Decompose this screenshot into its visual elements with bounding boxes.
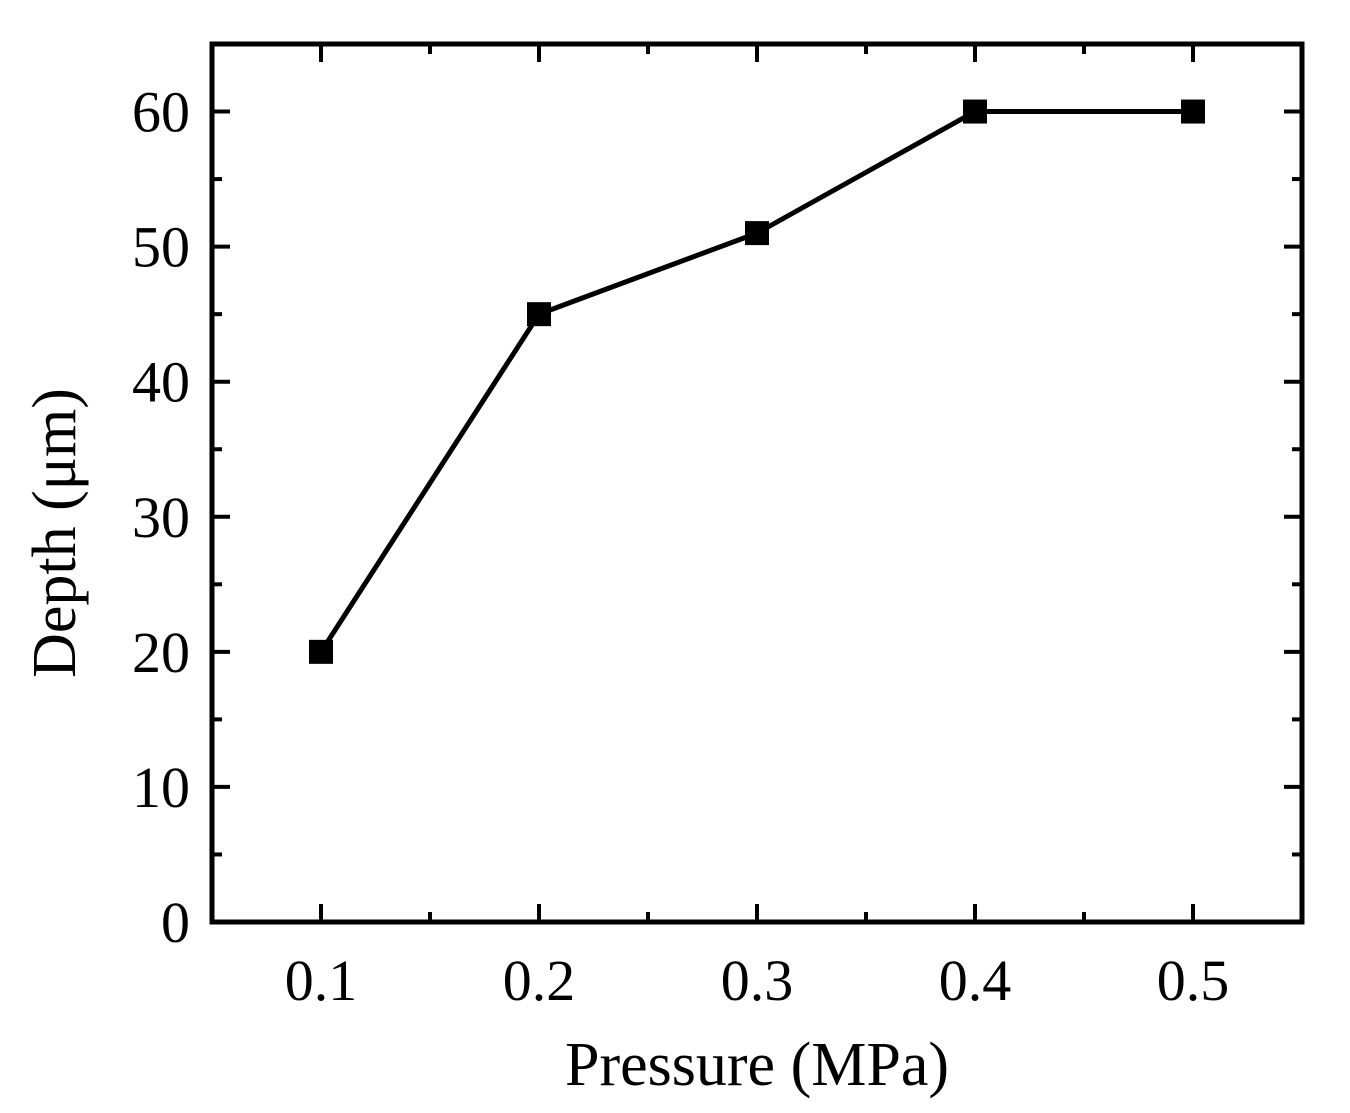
x-axis-tick-labels: 0.1 0.2 0.3 0.4 0.5 [285,948,1230,1013]
data-point-marker [745,221,769,246]
y-axis-ticks [212,109,1302,924]
x-axis-ticks [319,44,1195,922]
series-group [309,99,1205,664]
x-tick-label: 0.2 [503,948,576,1013]
y-tick-label: 20 [132,620,190,685]
y-tick-label: 40 [132,350,190,415]
data-point-marker [963,99,987,124]
data-point-marker [527,302,551,327]
x-axis-title: Pressure (MPa) [565,1031,949,1099]
y-tick-label: 50 [132,215,190,280]
y-tick-label: 30 [132,485,190,550]
y-axis-title: Depth (μm) [21,388,89,678]
data-point-marker [1181,99,1205,124]
data-point-marker [309,639,333,664]
y-tick-label: 60 [132,80,190,145]
y-tick-label: 0 [161,890,190,955]
x-tick-label: 0.1 [285,948,358,1013]
x-tick-label: 0.5 [1157,948,1230,1013]
y-tick-label: 10 [132,755,190,820]
x-tick-label: 0.4 [939,948,1012,1013]
x-tick-label: 0.3 [721,948,794,1013]
y-axis-tick-labels: 0 10 20 30 40 50 60 [132,80,190,955]
